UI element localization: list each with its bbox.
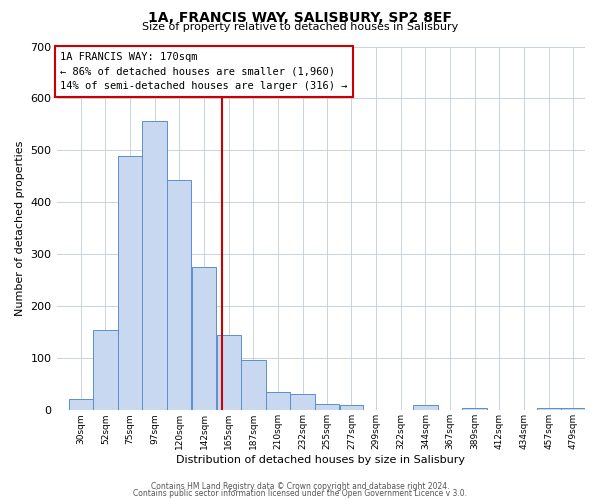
Bar: [290, 394, 315, 410]
Bar: [463, 408, 487, 410]
Bar: [69, 399, 92, 410]
Bar: [191, 268, 217, 410]
Bar: [217, 335, 241, 410]
X-axis label: Distribution of detached houses by size in Salisbury: Distribution of detached houses by size …: [176, 455, 465, 465]
Bar: [340, 405, 364, 410]
Bar: [413, 405, 438, 410]
Bar: [167, 180, 191, 410]
Bar: [142, 121, 167, 410]
Bar: [266, 392, 290, 410]
Bar: [93, 330, 118, 410]
Y-axis label: Number of detached properties: Number of detached properties: [15, 140, 25, 316]
Bar: [118, 156, 142, 410]
Text: 1A, FRANCIS WAY, SALISBURY, SP2 8EF: 1A, FRANCIS WAY, SALISBURY, SP2 8EF: [148, 11, 452, 25]
Text: Contains public sector information licensed under the Open Government Licence v : Contains public sector information licen…: [133, 488, 467, 498]
Bar: [561, 408, 585, 410]
Text: 1A FRANCIS WAY: 170sqm
← 86% of detached houses are smaller (1,960)
14% of semi-: 1A FRANCIS WAY: 170sqm ← 86% of detached…: [60, 52, 347, 92]
Bar: [316, 404, 339, 410]
Text: Contains HM Land Registry data © Crown copyright and database right 2024.: Contains HM Land Registry data © Crown c…: [151, 482, 449, 491]
Text: Size of property relative to detached houses in Salisbury: Size of property relative to detached ho…: [142, 22, 458, 32]
Bar: [537, 408, 561, 410]
Bar: [241, 360, 266, 410]
